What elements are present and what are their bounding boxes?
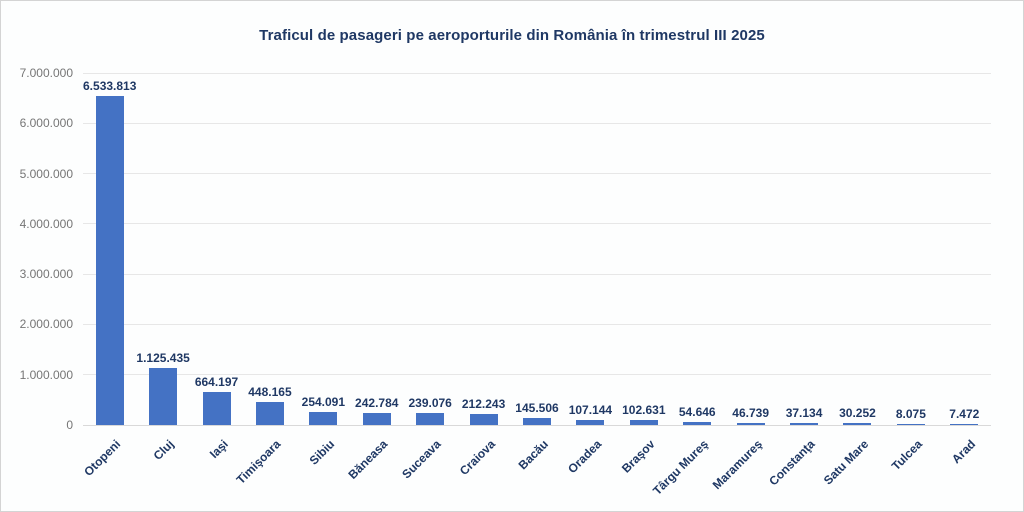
data-label: 102.631: [622, 402, 666, 417]
x-tick-label: Otopeni: [81, 437, 124, 479]
y-tick-label: 5.000.000: [19, 166, 73, 181]
gridline: [83, 223, 991, 225]
data-label: 664.197: [194, 374, 239, 389]
x-tick-label: Constanţa: [766, 437, 818, 489]
data-label: 46.739: [732, 405, 769, 420]
data-label: 7.472: [949, 406, 980, 421]
gridline: [83, 122, 991, 124]
data-label: 145.506: [515, 400, 559, 415]
x-tick-label: Iaşi: [206, 437, 231, 462]
bar-craiova: [469, 414, 498, 425]
data-label: 448.165: [248, 385, 292, 400]
y-tick-label: 3.000.000: [19, 267, 73, 282]
bar-arad: [950, 423, 979, 425]
gridline: [83, 173, 991, 175]
x-tick-label: Băneasa: [345, 437, 391, 482]
y-tick-label: 6.000.000: [19, 116, 73, 131]
data-label: 8.075: [895, 406, 926, 421]
bar-sibiu: [309, 412, 338, 425]
bar-bacău: [523, 417, 551, 425]
x-tick-label: Satu Mare: [820, 437, 872, 488]
y-tick-label: 4.000.000: [19, 216, 73, 231]
bar-tulcea: [896, 423, 925, 425]
bar-satu-mare: [843, 423, 872, 425]
x-tick-label: Maramureş: [709, 437, 765, 493]
data-label: 37.134: [785, 406, 823, 421]
bar-băneasa: [362, 412, 391, 425]
bar-maramureş: [736, 422, 765, 425]
bar-suceava: [416, 412, 445, 425]
gridline: [83, 323, 991, 325]
y-tick-label: 2.000.000: [19, 317, 73, 332]
data-label: 54.646: [678, 405, 716, 420]
x-tick-label: Arad: [948, 437, 979, 467]
gridline: [83, 72, 991, 74]
data-label: 6.533.813: [83, 79, 137, 94]
bar-otopeni: [95, 96, 124, 425]
x-tick-label: Tulcea: [888, 437, 925, 474]
data-label: 242.784: [355, 395, 399, 410]
bar-constanţa: [790, 423, 819, 425]
x-tick-label: Timişoara: [234, 437, 284, 487]
bar-târgu-mureş: [683, 422, 712, 425]
gridline: [83, 424, 991, 426]
gridline: [83, 374, 991, 376]
plot-area: [83, 72, 991, 426]
x-tick-label: Suceava: [399, 437, 445, 482]
bar-oradea: [576, 419, 605, 425]
gridline: [83, 273, 991, 275]
x-tick-label: Sibiu: [306, 437, 338, 468]
data-label: 239.076: [408, 395, 452, 410]
bar-braşov: [629, 419, 658, 425]
x-tick-label: Braşov: [619, 437, 658, 476]
x-tick-label: Bacău: [515, 437, 551, 473]
data-label: 1.125.435: [136, 351, 190, 366]
bar-iaşi: [202, 391, 231, 425]
x-tick-label: Oradea: [565, 437, 605, 477]
bar-cluj: [149, 368, 178, 425]
bar-timişoara: [255, 402, 284, 425]
x-tick-label: Târgu Mureş: [650, 437, 712, 498]
data-label: 212.243: [461, 397, 506, 412]
x-tick-label: Craiova: [456, 437, 498, 479]
data-label: 254.091: [301, 395, 346, 410]
x-tick-label: Cluj: [151, 437, 178, 463]
data-label: 107.144: [568, 402, 613, 417]
chart-title: Traficul de pasageri pe aeroporturile di…: [259, 27, 765, 44]
y-tick-label: 1.000.000: [19, 367, 73, 382]
y-tick-label: 0: [66, 418, 73, 432]
y-tick-label: 7.000.000: [19, 66, 73, 80]
data-label: 30.252: [839, 406, 876, 421]
